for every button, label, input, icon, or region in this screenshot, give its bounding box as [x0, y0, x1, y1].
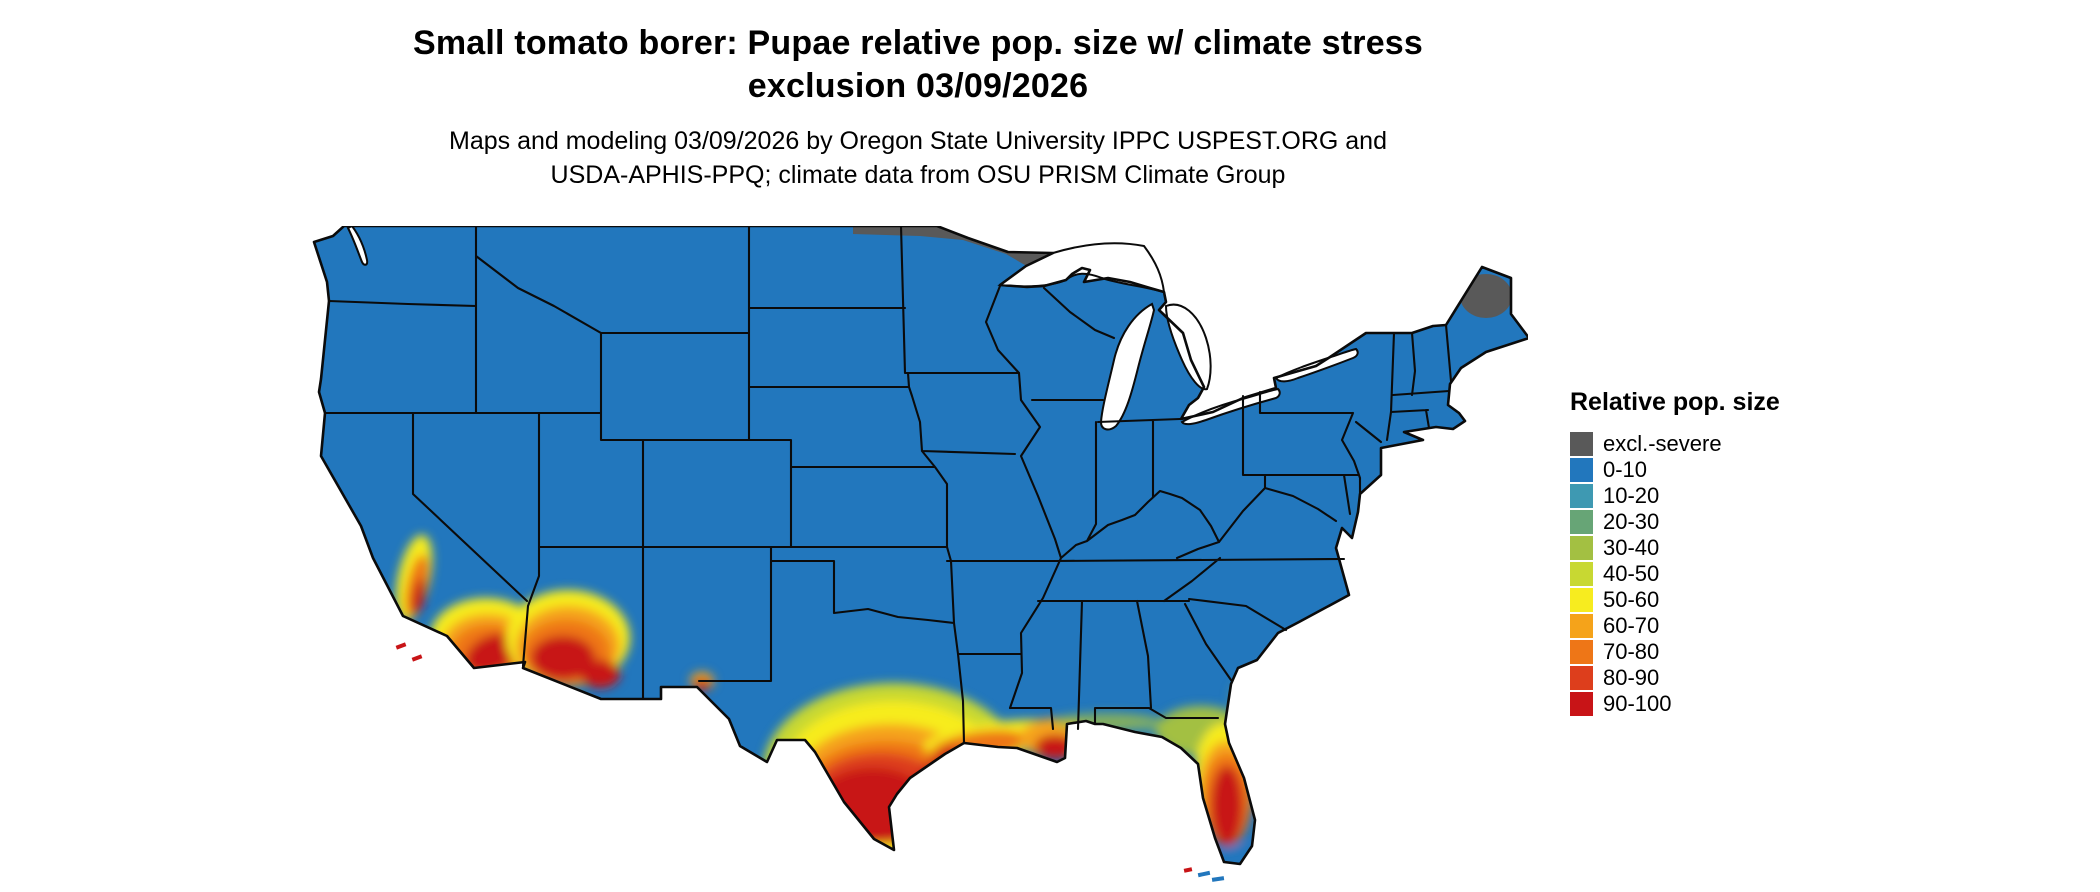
legend-label: 60-70	[1603, 613, 1660, 638]
legend-swatch-20-30	[1570, 510, 1593, 534]
legend-label: 10-20	[1603, 483, 1660, 508]
hotspot-central-valley	[395, 534, 433, 622]
map-subtitle: Maps and modeling 03/09/2026 by Oregon S…	[318, 124, 1518, 192]
legend-swatch-70-80	[1570, 640, 1593, 664]
legend-label: 0-10	[1603, 457, 1648, 482]
us-choropleth-map	[312, 226, 1528, 882]
map-title-line1: Small tomato borer: Pupae relative pop. …	[412, 24, 1424, 62]
offshore-islands	[395, 642, 1225, 882]
state-borders-west	[323, 226, 1057, 745]
legend-swatch-60-70	[1570, 614, 1593, 638]
legend-row: 10-20	[1570, 483, 1780, 509]
state-borders-central-east	[984, 284, 1383, 731]
hotspot-southern-arizona	[506, 590, 630, 688]
legend-swatch-50-60	[1570, 588, 1593, 612]
legend-row: 50-60	[1570, 587, 1780, 613]
title-block: Small tomato borer: Pupae relative pop. …	[318, 22, 1518, 192]
legend-swatch-30-40	[1570, 536, 1593, 560]
legend-row: 20-30	[1570, 509, 1780, 535]
lake-michigan	[1099, 302, 1156, 431]
map-title-line2: exclusion 03/09/2026	[747, 67, 1089, 105]
excluded-region-maine	[1460, 274, 1512, 318]
legend: Relative pop. size excl.-severe 0-10 10-…	[1570, 388, 1780, 717]
legend-row: 90-100	[1570, 691, 1780, 717]
map-subtitle-line2: USDA-APHIS-PPQ; climate data from OSU PR…	[550, 161, 1286, 189]
legend-label: 20-30	[1603, 509, 1660, 534]
puget-sound	[346, 226, 369, 266]
legend-title: Relative pop. size	[1570, 388, 1780, 416]
legend-label: excl.-severe	[1603, 431, 1722, 456]
legend-row: excl.-severe	[1570, 431, 1780, 457]
legend-swatch-90-100	[1570, 692, 1593, 716]
legend-label: 40-50	[1603, 561, 1660, 586]
state-borders-northeast	[1385, 323, 1453, 442]
legend-row: 30-40	[1570, 535, 1780, 561]
legend-row: 80-90	[1570, 665, 1780, 691]
legend-swatch-0-10	[1570, 458, 1593, 482]
legend-swatch-excl-severe	[1570, 432, 1593, 456]
legend-row: 70-80	[1570, 639, 1780, 665]
legend-row: 0-10	[1570, 457, 1780, 483]
legend-swatch-80-90	[1570, 666, 1593, 690]
legend-label: 70-80	[1603, 639, 1660, 664]
legend-label: 90-100	[1603, 691, 1672, 716]
legend-swatch-40-50	[1570, 562, 1593, 586]
legend-label: 80-90	[1603, 665, 1660, 690]
legend-row: 60-70	[1570, 613, 1780, 639]
map-title: Small tomato borer: Pupae relative pop. …	[318, 22, 1518, 108]
legend-swatch-10-20	[1570, 484, 1593, 508]
legend-label: 50-60	[1603, 587, 1660, 612]
legend-row: 40-50	[1570, 561, 1780, 587]
legend-label: 30-40	[1603, 535, 1660, 560]
map-subtitle-line1: Maps and modeling 03/09/2026 by Oregon S…	[449, 127, 1387, 155]
